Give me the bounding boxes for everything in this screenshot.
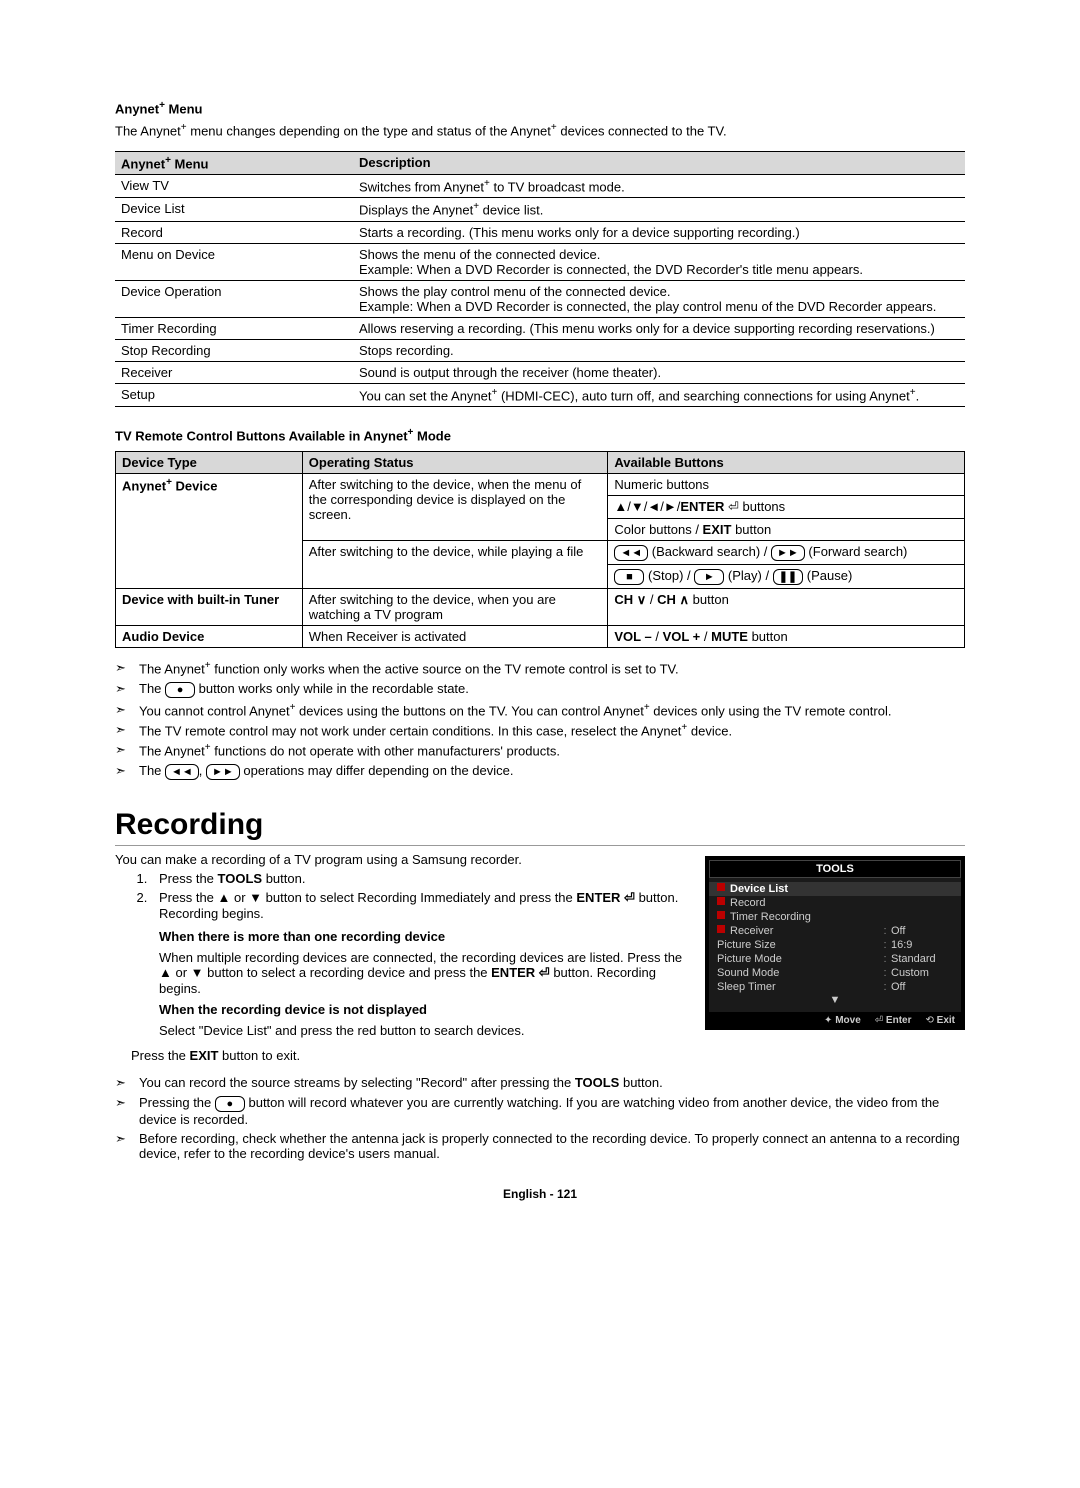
table-row: Device with built-in Tuner After switchi… bbox=[116, 589, 965, 626]
table-row: Timer Recording Allows reserving a recor… bbox=[115, 317, 965, 339]
fastforward-icon: ►► bbox=[771, 545, 805, 561]
tools-item: Device List bbox=[709, 882, 961, 896]
tools-item: Picture Mode:Standard bbox=[709, 952, 961, 966]
th-anynet-menu: Anynet+ Menu bbox=[115, 151, 353, 174]
th-description: Description bbox=[353, 151, 965, 174]
notes-list-2: ➣You can record the source streams by se… bbox=[115, 1075, 965, 1161]
table-row: Menu on Device Shows the menu of the con… bbox=[115, 243, 965, 280]
tools-item: Timer Recording bbox=[709, 910, 961, 924]
table-row: Receiver Sound is output through the rec… bbox=[115, 361, 965, 383]
notes-list-1: ➣The Anynet+ function only works when th… bbox=[115, 660, 965, 779]
tools-title: TOOLS bbox=[709, 860, 961, 878]
stop-icon: ■ bbox=[614, 569, 644, 585]
tools-footer: ✦ Move ⏎ Enter ⟲ Exit bbox=[709, 1012, 961, 1026]
table-row: Setup You can set the Anynet+ (HDMI-CEC)… bbox=[115, 383, 965, 406]
tools-item: Picture Size:16:9 bbox=[709, 938, 961, 952]
pause-icon: ❚❚ bbox=[773, 569, 803, 585]
record-icon: ● bbox=[165, 682, 195, 698]
anynet-menu-title: Anynet+ Menu bbox=[115, 100, 965, 116]
rewind-icon: ◄◄ bbox=[165, 764, 199, 780]
page-footer: English - 121 bbox=[115, 1187, 965, 1201]
tools-item: Record bbox=[709, 896, 961, 910]
tools-item: Sleep Timer:Off bbox=[709, 980, 961, 994]
table-row: Record Starts a recording. (This menu wo… bbox=[115, 221, 965, 243]
tools-item: Sound Mode:Custom bbox=[709, 966, 961, 980]
table-row: Device Operation Shows the play control … bbox=[115, 280, 965, 317]
recording-heading: Recording bbox=[115, 808, 965, 846]
remote-buttons-title: TV Remote Control Buttons Available in A… bbox=[115, 427, 965, 443]
manual-page: Anynet+ Menu The Anynet+ menu changes de… bbox=[0, 0, 1080, 1261]
play-icon: ► bbox=[694, 569, 724, 585]
anynet-menu-table: Anynet+ Menu Description View TV Switche… bbox=[115, 151, 965, 407]
anynet-menu-intro: The Anynet+ menu changes depending on th… bbox=[115, 122, 965, 138]
table-row: Device List Displays the Anynet+ device … bbox=[115, 198, 965, 221]
table-row: Anynet+ Device After switching to the de… bbox=[116, 474, 965, 496]
tools-item: Receiver:Off bbox=[709, 924, 961, 938]
table-row: View TV Switches from Anynet+ to TV broa… bbox=[115, 174, 965, 197]
table-row: Stop Recording Stops recording. bbox=[115, 339, 965, 361]
rewind-icon: ◄◄ bbox=[614, 545, 648, 561]
fastforward-icon: ►► bbox=[206, 764, 240, 780]
table-row: Audio Device When Receiver is activated … bbox=[116, 626, 965, 648]
record-icon: ● bbox=[215, 1096, 245, 1112]
tools-osd: TOOLS Device List Record Timer Recording… bbox=[705, 856, 965, 1030]
remote-buttons-table: Device Type Operating Status Available B… bbox=[115, 451, 965, 648]
